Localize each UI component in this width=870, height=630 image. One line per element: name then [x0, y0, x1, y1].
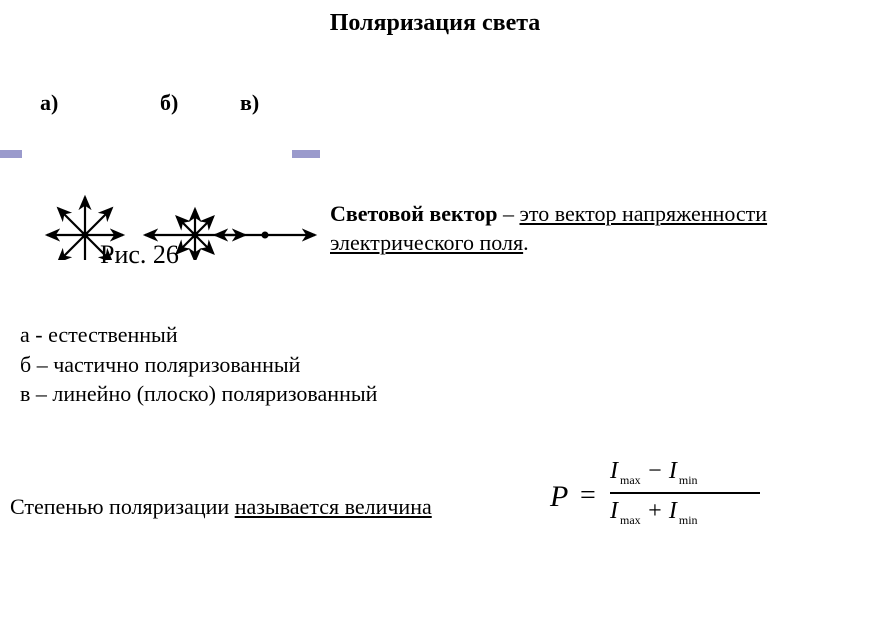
- legend-a: а - естественный: [20, 320, 377, 350]
- var-P: P: [550, 480, 568, 514]
- legend: а - естественный б – частично поляризова…: [20, 320, 377, 409]
- sub-min-1: min: [677, 473, 698, 487]
- sub-max-2: max: [618, 513, 641, 527]
- I-max-num: I: [610, 458, 618, 484]
- figure-caption: Рис. 26: [100, 240, 179, 270]
- light-vector-definition: Световой вектор – это вектор напряженнос…: [330, 200, 850, 257]
- degree-under: называется величина: [235, 494, 432, 519]
- figure-26: а) б) в): [0, 80, 320, 260]
- def-part2: электрического поля: [330, 230, 523, 255]
- numerator: Imax − Imin: [610, 458, 760, 488]
- degree-of-polarization-label: Степенью поляризации называется величина: [10, 494, 432, 520]
- legend-b: б – частично поляризованный: [20, 350, 377, 380]
- degree-prefix: Степенью поляризации: [10, 494, 235, 519]
- sub-max-1: max: [618, 473, 641, 487]
- fraction-bar: [610, 492, 760, 494]
- legend-v: в – линейно (плоско) поляризованный: [20, 379, 377, 409]
- I-min-num: I: [669, 458, 677, 484]
- decorative-bar-left: [0, 150, 22, 158]
- I-max-den: I: [610, 498, 618, 524]
- equals-sign: =: [580, 480, 596, 512]
- minus: −: [647, 458, 663, 484]
- dash: –: [497, 201, 519, 226]
- denominator: Imax + Imin: [610, 498, 760, 528]
- plus: +: [647, 498, 663, 524]
- page-title: Поляризация света: [0, 10, 870, 37]
- I-min-den: I: [669, 498, 677, 524]
- def-part1: это вектор напряженности: [519, 201, 767, 226]
- term: Световой вектор: [330, 201, 497, 226]
- decorative-bar-right: [292, 150, 320, 158]
- polarization-diagram: [0, 80, 320, 260]
- sub-min-2: min: [677, 513, 698, 527]
- fraction: Imax − Imin Imax + Imin: [610, 458, 760, 528]
- def-dot: .: [523, 230, 529, 255]
